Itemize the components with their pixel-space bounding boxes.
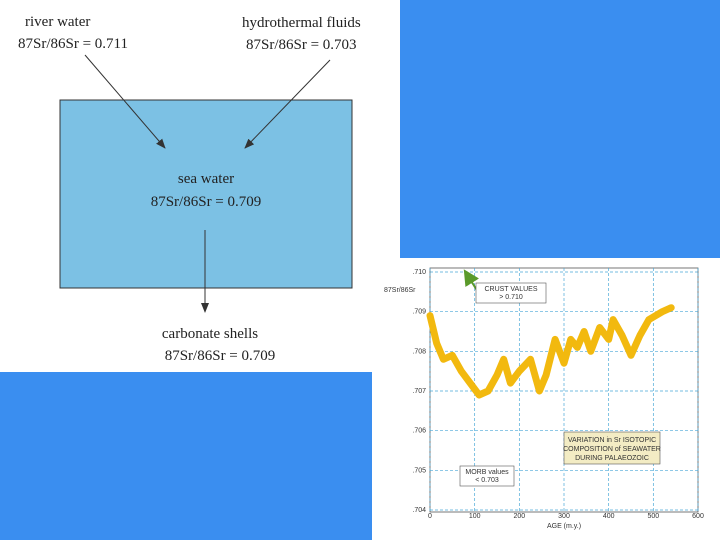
- chart: .704 .705 .706 .707 .708 .709 .710 0 100 200 300 40…: [384, 268, 704, 530]
- label: 87Sr/86Sr = 0.703: [246, 37, 357, 53]
- annotation: MORB values: [465, 469, 509, 476]
- annotation: > 0.710: [499, 294, 523, 301]
- y-tick-label: .705: [412, 467, 426, 474]
- x-tick-label: 200: [513, 513, 525, 520]
- x-tick-label: 500: [647, 513, 659, 520]
- label: 87Sr/86Sr = 0.711: [18, 36, 128, 52]
- y-tick-label: .708: [412, 348, 426, 355]
- annotation-box: [475, 282, 547, 304]
- arrow: [84, 54, 166, 149]
- x-tick-label: 100: [469, 513, 481, 520]
- annotation: < 0.703: [475, 477, 499, 484]
- annotation-box: [563, 431, 661, 465]
- label: 87Sr/86Sr = 0.709: [151, 194, 262, 210]
- label: sea water: [178, 171, 234, 187]
- y-tick-label: .704: [412, 507, 426, 514]
- arrow: [244, 59, 331, 149]
- blue-block: [0, 372, 382, 540]
- y-tick-label: .706: [412, 428, 426, 435]
- data-line: [426, 304, 675, 399]
- x-tick-label: 0: [428, 513, 432, 520]
- label: carbonate shells: [162, 326, 258, 342]
- annotation-box: [459, 465, 515, 487]
- x-tick-label: 400: [603, 513, 615, 520]
- sea-box: [59, 99, 353, 289]
- y-axis-label: 87Sr/86Sr: [384, 287, 416, 294]
- label: river water: [25, 14, 90, 30]
- x-tick-label: 300: [558, 513, 570, 520]
- annotation: CRUST VALUES: [484, 286, 537, 293]
- y-tick-label: .710: [412, 269, 426, 276]
- label: 87Sr/86Sr = 0.709: [165, 348, 276, 364]
- annotation: COMPOSITION of SEAWATER: [563, 446, 661, 453]
- x-tick-label: 600: [692, 513, 704, 520]
- y-tick-label: .707: [412, 388, 426, 395]
- annotation: VARIATION in Sr ISOTOPIC: [568, 437, 656, 444]
- y-tick-label: .709: [412, 309, 426, 316]
- blue-block: [400, 0, 720, 258]
- label: hydrothermal fluids: [242, 15, 361, 31]
- annotation: DURING PALAEOZOIC: [575, 455, 649, 462]
- x-axis-label: AGE (m.y.): [547, 523, 581, 530]
